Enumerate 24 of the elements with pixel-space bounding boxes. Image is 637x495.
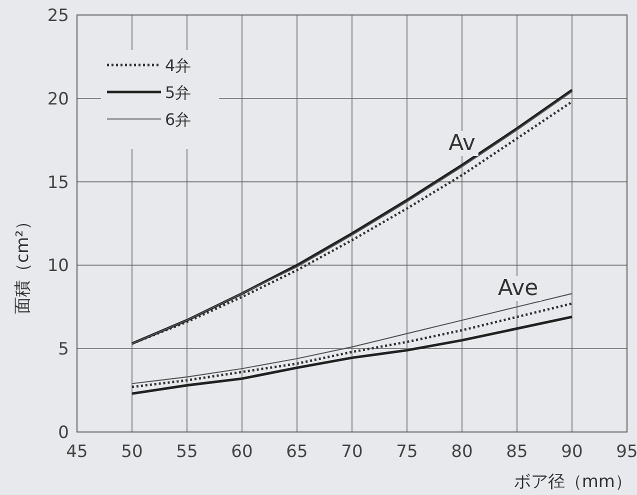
x-tick-label: 95 (616, 442, 637, 462)
x-tick-label: 60 (231, 442, 253, 462)
x-tick-label: 45 (66, 442, 88, 462)
legend-label: 5弁 (165, 83, 192, 102)
x-tick-label: 55 (176, 442, 198, 462)
x-axis-title: ボア径（mm） (514, 472, 632, 492)
legend-label: 6弁 (165, 110, 192, 129)
x-tick-label: 70 (341, 442, 363, 462)
y-axis-title: 面積（cm²） (13, 213, 33, 314)
x-tick-label: 75 (396, 442, 418, 462)
x-tick-label: 65 (286, 442, 308, 462)
annotation: Ave (498, 276, 538, 301)
x-tick-label: 90 (561, 442, 583, 462)
y-tick-label: 5 (58, 340, 69, 360)
y-tick-label: 15 (47, 172, 69, 193)
x-tick-label: 85 (506, 442, 528, 462)
x-tick-label: 50 (121, 442, 143, 462)
y-tick-label: 20 (47, 89, 69, 110)
y-tick-label: 0 (58, 423, 69, 443)
y-tick-label: 25 (47, 6, 69, 26)
annotation: Av (448, 131, 476, 156)
legend-label: 4弁 (165, 56, 192, 75)
x-tick-label: 80 (451, 442, 473, 462)
y-tick-label: 10 (47, 256, 69, 276)
